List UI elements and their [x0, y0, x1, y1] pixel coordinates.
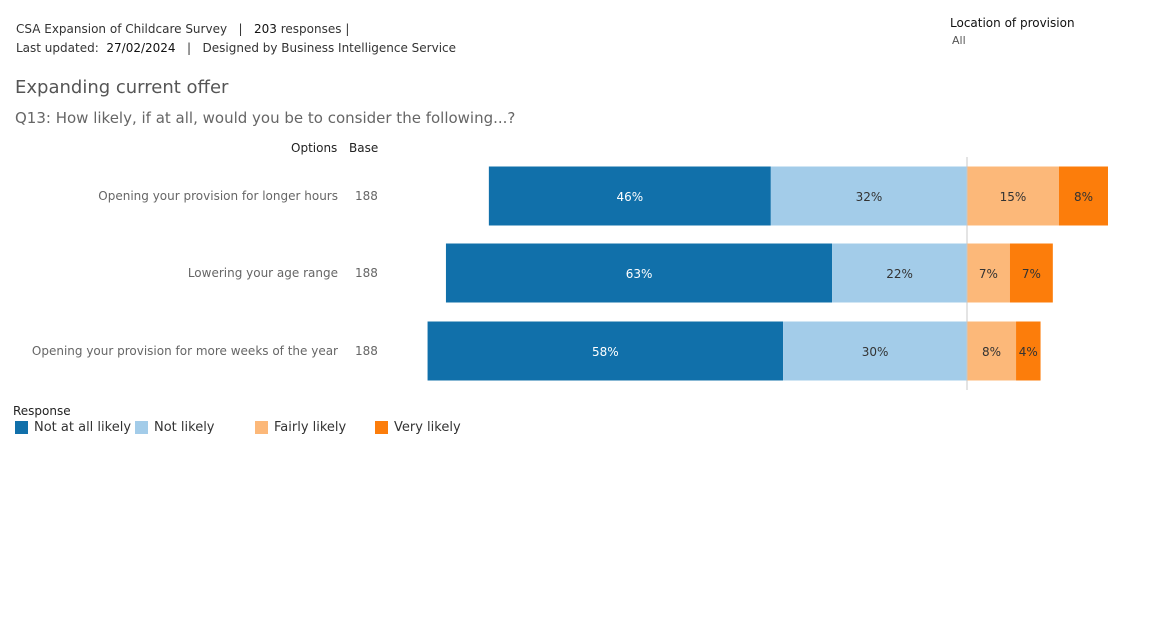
update-info-line: Last updated: 27/02/2024 | Designed by B… [16, 41, 456, 55]
bar-very-likely-3[interactable] [1016, 321, 1041, 381]
question-text: Q13: How likely, if at all, would you be… [15, 109, 516, 127]
legend-title: Response [13, 404, 71, 418]
bar-label-not-likely-3: 30% [862, 345, 889, 359]
location-filter[interactable]: Location of provision All [950, 16, 1075, 47]
survey-name: CSA Expansion of Childcare Survey [16, 22, 228, 36]
bar-not-likely-1[interactable] [770, 166, 967, 226]
last-updated-label: Last updated: [16, 41, 99, 55]
legend-swatch [255, 421, 268, 434]
bar-fairly-likely-1[interactable] [967, 166, 1059, 226]
options-column-header: Options [291, 141, 338, 155]
bar-label-not-at-all-likely-3: 58% [592, 345, 619, 359]
bar-not-at-all-likely-1[interactable] [488, 166, 771, 226]
bar-label-not-at-all-likely-2: 63% [626, 267, 653, 281]
bar-label-very-likely-3: 4% [1019, 345, 1038, 359]
responses-label: responses | [280, 22, 350, 36]
filter-label: Location of provision [950, 16, 1075, 30]
bar-label-very-likely-1: 8% [1074, 190, 1093, 204]
bar-not-likely-3[interactable] [783, 321, 967, 381]
separator-2: | [187, 41, 192, 55]
bar-not-likely-2[interactable] [832, 243, 967, 303]
legend-label: Not likely [154, 420, 215, 435]
legend-swatch [15, 421, 28, 434]
row-label-opening-your-provision-for-longer-hours: Opening your provision for longer hours [98, 189, 338, 203]
bar-label-very-likely-2: 7% [1022, 267, 1041, 281]
bar-label-not-likely-1: 32% [856, 190, 883, 204]
bar-label-fairly-likely-2: 7% [979, 267, 998, 281]
designed-by: Designed by Business Intelligence Servic… [202, 41, 457, 55]
filter-value[interactable]: All [952, 34, 966, 47]
bar-not-at-all-likely-3[interactable] [427, 321, 784, 381]
survey-info-line: CSA Expansion of Childcare Survey | 203 … [16, 22, 349, 36]
bar-not-at-all-likely-2[interactable] [445, 243, 833, 303]
separator: | [238, 22, 243, 36]
base-value: 188 [355, 266, 378, 280]
bar-very-likely-2[interactable] [1009, 243, 1053, 303]
legend-item-very-likely[interactable]: Very likely [375, 420, 461, 435]
responses-count: 203 [254, 22, 277, 36]
bar-very-likely-1[interactable] [1058, 166, 1108, 226]
legend-item-not-likely[interactable]: Not likely [135, 420, 215, 435]
legend-swatch [375, 421, 388, 434]
legend-label: Not at all likely [34, 420, 132, 435]
row-label-opening-your-provision-for-more-weeks-of-the-year: Opening your provision for more weeks of… [32, 344, 338, 358]
base-column-header: Base [349, 141, 379, 155]
diverging-bar-chart: Opening your provision for longer hours 1… [32, 157, 1108, 390]
bar-fairly-likely-2[interactable] [967, 243, 1010, 303]
base-value: 188 [355, 344, 378, 358]
legend-item-not-at-all-likely[interactable]: Not at all likely [15, 420, 131, 435]
legend-swatch [135, 421, 148, 434]
bar-fairly-likely-3[interactable] [967, 321, 1017, 381]
bar-label-not-at-all-likely-1: 46% [617, 190, 644, 204]
page-title: Expanding current offer [15, 77, 229, 98]
bar-label-not-likely-2: 22% [886, 267, 913, 281]
last-updated-value: 27/02/2024 [106, 41, 176, 55]
legend: Response Not at all likely Not likely Fa… [13, 404, 493, 438]
bar-label-fairly-likely-3: 8% [982, 345, 1001, 359]
legend-label: Fairly likely [274, 420, 347, 435]
legend-item-fairly-likely[interactable]: Fairly likely [255, 420, 346, 435]
row-label-lowering-your-age-range: Lowering your age range [188, 266, 338, 280]
base-value: 188 [355, 189, 378, 203]
legend-label: Very likely [394, 420, 461, 435]
bar-label-fairly-likely-1: 15% [1000, 190, 1027, 204]
